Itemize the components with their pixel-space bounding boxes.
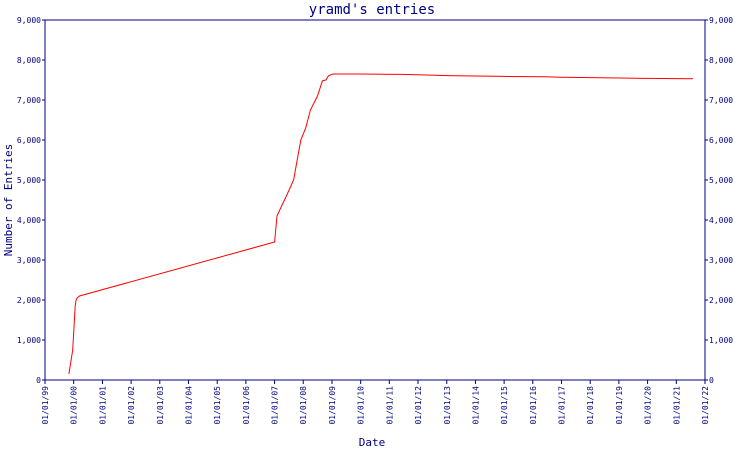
x-tick-label: 01/01/08 — [299, 386, 308, 425]
x-tick-label: 01/01/22 — [701, 386, 710, 425]
x-tick-label: 01/01/10 — [357, 386, 366, 425]
x-tick-label: 01/01/20 — [644, 386, 653, 425]
x-tick-label: 01/01/11 — [385, 386, 394, 425]
series-layer — [68, 73, 694, 375]
x-tick-label: 01/01/07 — [271, 386, 280, 425]
y-tick-label-right: 5,000 — [709, 176, 733, 185]
y-axis-ticks: 0 0 1,000 1,000 2,000 2,000 3,000 3,000 4,000 4,0… — [17, 16, 733, 385]
y-tick-label-left: 0 — [36, 376, 41, 385]
y-tick-label-right: 7,000 — [709, 96, 733, 105]
y-tick-label-right: 6,000 — [709, 136, 733, 145]
chart-title: yramd's entries — [309, 2, 435, 18]
x-tick-label: 01/01/18 — [586, 386, 595, 425]
y-tick-label-left: 3,000 — [17, 256, 41, 265]
x-axis-ticks: 01/01/99 01/01/00 01/01/01 01/01/02 01/01/03… — [41, 380, 710, 425]
y-tick-label-right: 9,000 — [709, 16, 733, 25]
x-tick-label: 01/01/00 — [70, 386, 79, 425]
y-tick-label-left: 8,000 — [17, 56, 41, 65]
y-tick-label-right: 0 — [709, 376, 714, 385]
x-tick-label: 01/01/01 — [98, 386, 107, 425]
x-tick-label: 01/01/14 — [471, 386, 480, 425]
x-axis-label: Date — [359, 436, 386, 449]
x-tick-label: 01/01/03 — [156, 386, 165, 425]
y-tick-label-left: 9,000 — [17, 16, 41, 25]
x-tick-label: 01/01/16 — [529, 386, 538, 425]
x-tick-label: 01/01/12 — [414, 386, 423, 425]
x-tick-label: 01/01/09 — [328, 386, 337, 425]
series-line — [68, 73, 694, 375]
x-tick-label: 01/01/99 — [41, 386, 50, 425]
x-tick-label: 01/01/19 — [615, 386, 624, 425]
y-axis-label: Number of Entries — [2, 144, 15, 257]
y-tick-label-right: 1,000 — [709, 336, 733, 345]
y-tick-label-left: 1,000 — [17, 336, 41, 345]
y-tick-label-right: 2,000 — [709, 296, 733, 305]
y-tick-label-left: 4,000 — [17, 216, 41, 225]
x-tick-label: 01/01/05 — [213, 386, 222, 425]
x-tick-label: 01/01/02 — [127, 386, 136, 425]
x-tick-label: 01/01/17 — [558, 386, 567, 425]
y-tick-label-left: 6,000 — [17, 136, 41, 145]
y-tick-label-left: 7,000 — [17, 96, 41, 105]
y-tick-label-left: 2,000 — [17, 296, 41, 305]
x-tick-label: 01/01/06 — [242, 386, 251, 425]
y-tick-label-right: 4,000 — [709, 216, 733, 225]
plot-frame — [44, 19, 706, 381]
y-tick-label-right: 8,000 — [709, 56, 733, 65]
x-tick-label: 01/01/13 — [443, 386, 452, 425]
x-tick-label: 01/01/21 — [672, 386, 681, 425]
y-tick-label-left: 5,000 — [17, 176, 41, 185]
x-tick-label: 01/01/15 — [500, 386, 509, 425]
y-tick-label-right: 3,000 — [709, 256, 733, 265]
x-tick-label: 01/01/04 — [184, 386, 193, 425]
